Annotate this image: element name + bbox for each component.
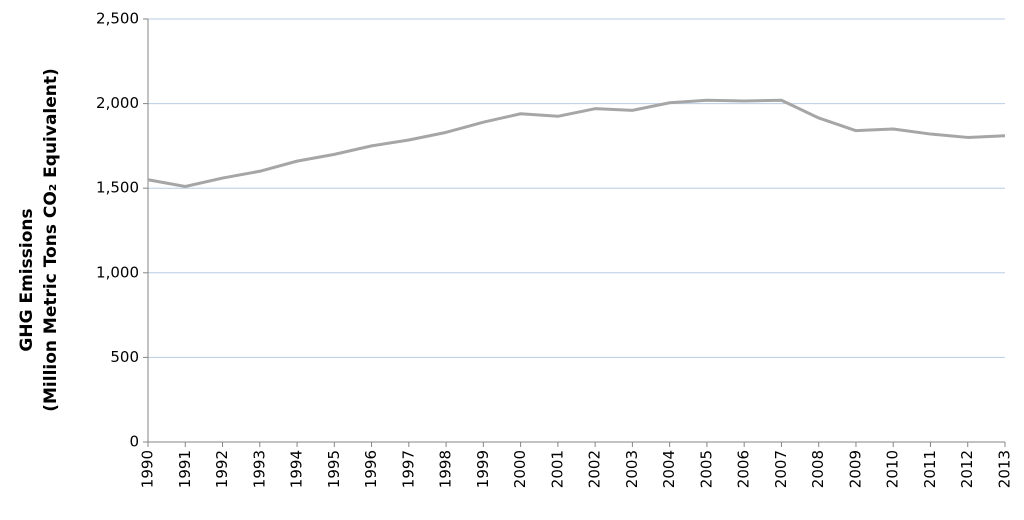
x-tick-label: 2012: [958, 450, 976, 488]
x-tick-label: 1995: [325, 450, 343, 488]
x-tick-label: 2004: [660, 450, 678, 488]
x-tick-label: 2001: [548, 450, 566, 488]
y-tick-label: 2,000: [96, 94, 139, 112]
x-tick-label: 1999: [474, 450, 492, 488]
y-tick-label: 500: [110, 348, 139, 366]
x-tick-label: 2003: [623, 450, 641, 488]
x-tick-label: 1990: [139, 450, 157, 488]
x-tick-label: 2000: [511, 450, 529, 488]
x-tick-label: 1996: [362, 450, 380, 488]
x-tick-label: 1992: [213, 450, 231, 488]
y-axis-title: (Million Metric Tons CO₂ Equivalent): [41, 68, 61, 412]
x-tick-label: 2010: [884, 450, 902, 488]
x-tick-label: 2006: [735, 450, 753, 488]
x-tick-label: 1998: [437, 450, 455, 488]
x-tick-label: 1991: [176, 450, 194, 488]
y-tick-label: 1,000: [96, 263, 139, 281]
x-tick-label: 1997: [399, 450, 417, 488]
line: [147, 98, 1006, 189]
x-tick-label: 2005: [697, 450, 715, 488]
y-tick-label: 0: [129, 433, 139, 451]
x-tick-label: 2002: [586, 450, 604, 488]
y-axis-title: GHG Emissions: [17, 208, 37, 351]
x-tick-label: 2013: [996, 450, 1014, 488]
x-tick-label: 2008: [809, 450, 827, 488]
x-tick-label: 1994: [288, 450, 306, 488]
x-tick-label: 2007: [772, 450, 790, 488]
x-tick-label: 2011: [921, 450, 939, 488]
x-tick-label: 1993: [250, 450, 268, 488]
y-tick-label: 2,500: [96, 10, 139, 28]
x-tick-label: 2009: [846, 450, 864, 488]
y-tick-label: 1,500: [96, 179, 139, 197]
